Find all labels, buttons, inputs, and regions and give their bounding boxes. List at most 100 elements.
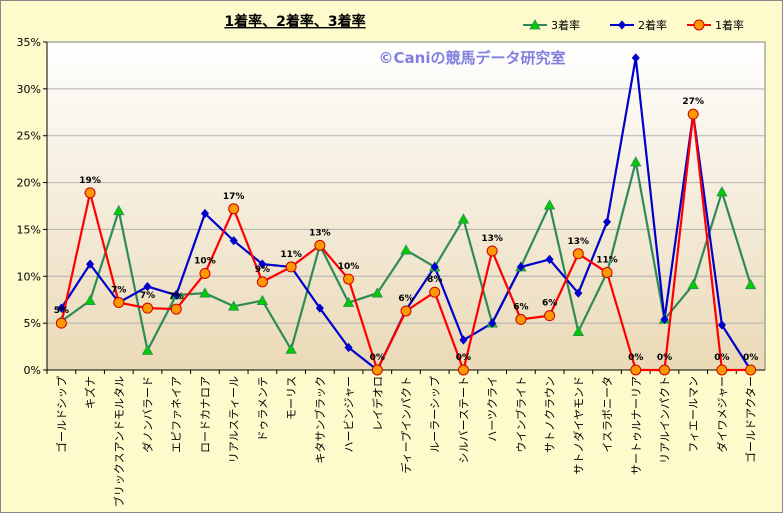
- y-tick-label: 30%: [17, 83, 41, 96]
- data-label: 6%: [513, 302, 528, 312]
- point-first: [55, 317, 67, 329]
- point-third: [199, 287, 211, 298]
- data-label: 7%: [169, 292, 184, 302]
- point-first: [371, 364, 383, 376]
- y-tick-label: 25%: [17, 130, 41, 143]
- point-first: [170, 303, 182, 315]
- x-tick-label: サトノクラウン: [544, 376, 557, 453]
- data-label: 10%: [338, 262, 360, 272]
- point-first: [400, 305, 412, 317]
- legend-marker-second: [617, 20, 627, 30]
- point-first: [142, 302, 154, 314]
- x-tick-label: サトノダイヤモンド: [571, 376, 585, 475]
- y-tick-label: 5%: [24, 317, 41, 330]
- x-tick-label: ダノンバラード: [141, 376, 155, 453]
- plot-area: [46, 41, 766, 371]
- point-second: [57, 303, 66, 313]
- point-third: [716, 186, 728, 197]
- legend-label-third: 3着率: [551, 18, 580, 32]
- data-label: 9%: [255, 265, 270, 275]
- x-tick-label: キタサンブラック: [313, 376, 327, 464]
- point-third: [457, 213, 470, 224]
- legend-label-first: 1着率: [715, 18, 744, 32]
- point-second: [430, 262, 439, 272]
- x-tick-label: モーリス: [285, 376, 298, 420]
- point-second: [488, 318, 497, 328]
- x-tick-label: ハーツクライ: [486, 376, 499, 442]
- point-first: [429, 286, 441, 298]
- point-second: [574, 288, 583, 298]
- y-tick-label: 15%: [17, 223, 41, 236]
- data-label: 0%: [714, 353, 729, 363]
- legend-label-second: 2着率: [638, 18, 667, 32]
- x-tick-label: キズナ: [83, 376, 97, 409]
- point-first: [113, 297, 125, 309]
- data-label: 0%: [743, 353, 758, 363]
- legend-marker-first: [693, 19, 705, 31]
- data-label: 13%: [309, 228, 331, 238]
- point-third: [744, 278, 757, 290]
- point-first: [544, 310, 556, 322]
- x-tick-label: ロードカナロア: [199, 376, 212, 453]
- data-label: 13%: [568, 237, 590, 247]
- point-first: [343, 273, 355, 285]
- data-label: 0%: [657, 353, 672, 363]
- x-tick-label: ハービンジャー: [343, 376, 356, 452]
- x-tick-label: イスラボニータ: [601, 376, 614, 453]
- point-first: [256, 276, 268, 288]
- x-tick-label: ゴールドシップ: [54, 376, 68, 453]
- point-second: [344, 342, 353, 353]
- x-tick-label: ゴールドアクター: [744, 376, 758, 463]
- data-label: 7%: [111, 286, 126, 296]
- point-second: [516, 262, 525, 272]
- point-first: [486, 245, 498, 257]
- point-third: [687, 278, 699, 290]
- point-second: [631, 53, 640, 63]
- data-label: 6%: [542, 299, 557, 309]
- point-second: [660, 314, 669, 325]
- point-first: [716, 364, 728, 376]
- point-first: [687, 108, 699, 120]
- point-third: [572, 325, 584, 336]
- data-label: 11%: [596, 256, 618, 266]
- data-label: 8%: [427, 275, 442, 285]
- x-tick-label: ドゥラメンテ: [256, 376, 269, 442]
- x-tick-label: ルーラーシップ: [429, 376, 442, 453]
- point-second: [229, 236, 238, 246]
- data-label: 0%: [370, 353, 385, 363]
- x-tick-label: リアルインパクト: [658, 376, 671, 464]
- point-second: [603, 217, 612, 227]
- chart-title: 1着率、2着率、3着率: [224, 13, 365, 30]
- point-second: [459, 335, 468, 345]
- x-tick-label: ダイワメジャー: [715, 376, 729, 452]
- point-second: [172, 290, 181, 300]
- x-tick-label: エピファネイア: [170, 376, 183, 453]
- point-second: [545, 254, 554, 265]
- point-third: [228, 300, 240, 311]
- point-second: [258, 259, 267, 269]
- legend-marker-third: [529, 19, 541, 30]
- data-label: 10%: [194, 256, 216, 266]
- point-second: [315, 303, 324, 313]
- watermark: ©Caniの競馬データ研究室: [379, 49, 566, 67]
- point-third: [342, 296, 355, 307]
- point-third: [256, 294, 269, 306]
- point-third: [543, 199, 556, 210]
- data-label: 6%: [398, 294, 413, 304]
- y-tick-label: 35%: [17, 36, 41, 49]
- data-label: 27%: [682, 97, 704, 107]
- point-first: [515, 313, 527, 325]
- point-first: [630, 364, 642, 376]
- point-second: [717, 320, 726, 330]
- data-label: 13%: [481, 234, 503, 244]
- y-tick-label: 0%: [24, 364, 41, 377]
- x-tick-label: サートゥルナーリア: [630, 376, 643, 475]
- data-label: 5%: [54, 306, 69, 316]
- point-first: [199, 267, 211, 279]
- y-tick-label: 10%: [17, 270, 41, 283]
- point-first: [285, 261, 297, 273]
- point-first: [601, 267, 613, 279]
- point-third: [285, 343, 297, 354]
- x-tick-label: フィエールマン: [687, 376, 700, 453]
